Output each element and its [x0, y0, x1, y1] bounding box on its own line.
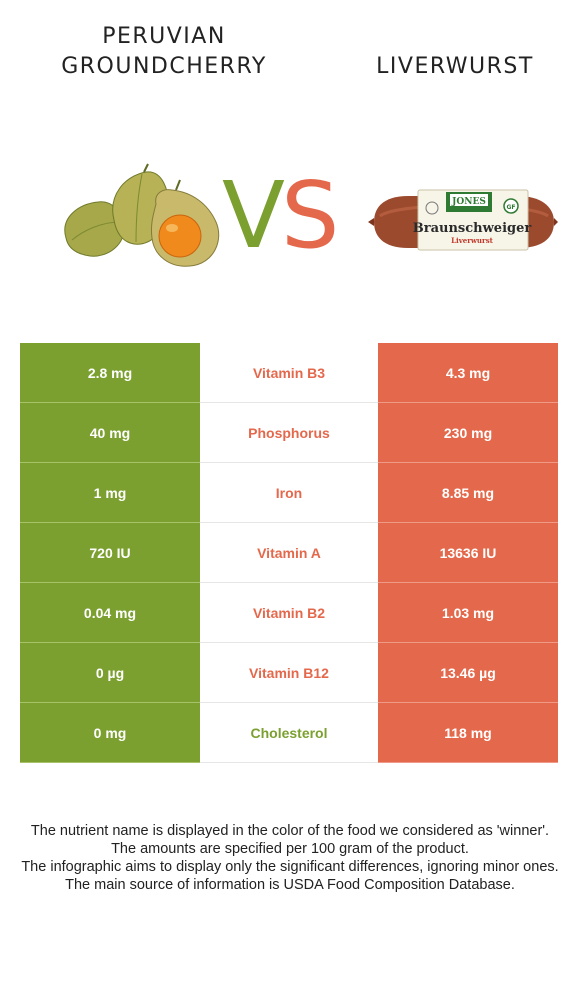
right-value: 230 mg [378, 402, 558, 463]
left-value: 0 µg [20, 642, 200, 703]
left-value: 40 mg [20, 402, 200, 463]
left-value: 0.04 mg [20, 582, 200, 643]
footnote-line: The main source of information is USDA F… [65, 877, 515, 893]
nutrient-name: Cholesterol [200, 702, 378, 763]
comparison-table: 2.8 mg Vitamin B3 4.3 mg 40 mg Phosphorus 230… [20, 343, 558, 763]
table-row: 2.8 mg Vitamin B3 4.3 mg [20, 343, 558, 403]
right-value: 1.03 mg [378, 582, 558, 643]
right-food-title: LIVERWURST [376, 54, 534, 79]
nutrient-name: Iron [200, 462, 378, 523]
right-value: 13636 IU [378, 522, 558, 583]
right-value: 8.85 mg [378, 462, 558, 523]
table-row: 40 mg Phosphorus 230 mg [20, 402, 558, 463]
footnote-line: The amounts are specified per 100 gram o… [111, 841, 469, 857]
right-value: 13.46 µg [378, 642, 558, 703]
groundcherry-image [64, 163, 220, 267]
left-value: 0 mg [20, 702, 200, 763]
table-row: 720 IU Vitamin A 13636 IU [20, 522, 558, 583]
left-value: 1 mg [20, 462, 200, 523]
right-value: 118 mg [378, 702, 558, 763]
left-value: 720 IU [20, 522, 200, 583]
package-badge: GF [506, 204, 515, 211]
right-value: 4.3 mg [378, 343, 558, 403]
nutrient-name: Vitamin B12 [200, 642, 378, 703]
liverwurst-image: JONES GF Braunschweiger Liverwurst [368, 189, 558, 251]
footnote-line: The infographic aims to display only the… [21, 859, 559, 875]
table-row: 1 mg Iron 8.85 mg [20, 462, 558, 523]
nutrient-name: Vitamin B3 [200, 343, 378, 403]
package-brand: JONES [451, 197, 486, 207]
nutrient-name: Vitamin A [200, 522, 378, 583]
left-food-title: PERUVIAN GROUNDCHERRY [61, 24, 267, 79]
table-row: 0 µg Vitamin B12 13.46 µg [20, 642, 558, 703]
nutrient-name: Vitamin B2 [200, 582, 378, 643]
table-row: 0.04 mg Vitamin B2 1.03 mg [20, 582, 558, 643]
footnote-line: The nutrient name is displayed in the co… [30, 823, 550, 839]
vs-label: VS [222, 162, 339, 269]
package-variety: Liverwurst [451, 236, 494, 245]
package-product: Braunschweiger [413, 221, 532, 236]
nutrient-name: Phosphorus [200, 402, 378, 463]
footnote: The nutrient name is displayed in the co… [20, 822, 560, 894]
left-value: 2.8 mg [20, 343, 200, 403]
table-row: 0 mg Cholesterol 118 mg [20, 702, 558, 763]
